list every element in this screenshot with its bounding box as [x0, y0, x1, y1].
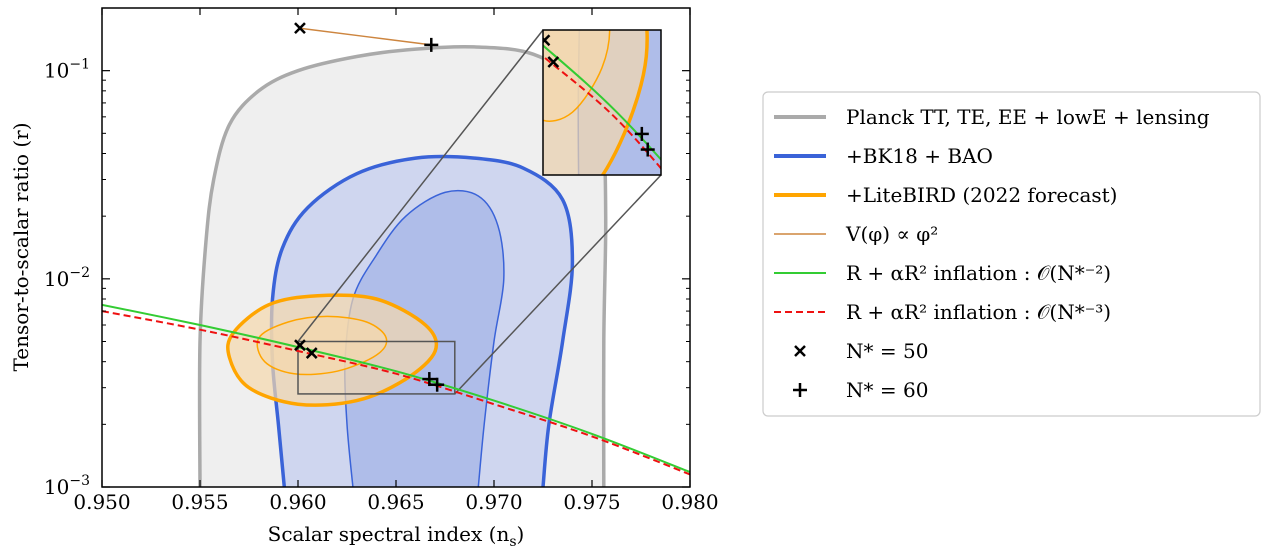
x-stroke [305, 347, 318, 359]
legend-entry: N* = 60 [793, 378, 928, 402]
plus-marker [634, 126, 649, 141]
inset-zoom [542, 29, 662, 176]
legend-label: V(φ) ∝ φ² [845, 222, 938, 246]
x-axis: 0.950 0.955 0.960 0.965 0.970 0.975 0.980 [73, 8, 719, 514]
series-lines [102, 27, 690, 476]
legend-entry: R + αR² inflation : 𝒪(N*⁻³) [774, 300, 1111, 324]
inset-content [543, 30, 661, 175]
series-line [299, 27, 432, 46]
legend-entry: V(φ) ∝ φ² [774, 222, 938, 246]
x-stroke [547, 56, 560, 68]
legend-entry: N* = 50 [794, 339, 928, 363]
x-tick-label: 0.965 [367, 490, 424, 514]
series-line [543, 44, 661, 162]
legend-label: +BK18 + BAO [846, 144, 993, 168]
legend-frame [762, 91, 1261, 417]
x-stroke [294, 339, 306, 352]
x-marker [294, 339, 306, 352]
legend-label: Planck TT, TE, EE + lowE + lensing [846, 105, 1210, 129]
x-tick-label: 0.960 [269, 490, 326, 514]
x-tick-label: 0.980 [661, 490, 718, 514]
x-marker [305, 347, 318, 359]
zoom-connector [454, 174, 662, 395]
legend-label: R + αR² inflation : 𝒪(N*⁻³) [846, 300, 1111, 324]
y-tick-label: 10−1 [44, 57, 90, 83]
plus-marker [422, 372, 437, 387]
legend: Planck TT, TE, EE + lowE + lensing +BK18 … [762, 91, 1261, 417]
markers [294, 22, 445, 392]
plus-marker [640, 142, 655, 157]
y-tick-label: 10−2 [44, 265, 90, 291]
legend-entry: +LiteBIRD (2022 forecast) [774, 183, 1117, 207]
x-tick-label: 0.950 [73, 490, 130, 514]
x-stroke [543, 34, 551, 44]
inset-frame [542, 29, 662, 176]
x-tick-label: 0.975 [563, 490, 620, 514]
x-marker [547, 56, 560, 68]
x-tick-label: 0.970 [465, 490, 522, 514]
legend-label: +LiteBIRD (2022 forecast) [846, 183, 1117, 207]
zoom-box [297, 340, 456, 395]
series-line [543, 55, 661, 170]
legend-entry: +BK18 + BAO [774, 144, 993, 168]
x-tick-label: 0.955 [171, 490, 228, 514]
y-axis-title: Tensor-to-scalar ratio (r) [9, 122, 33, 371]
y-tick-label: 10−3 [44, 473, 90, 499]
plus-marker [430, 377, 445, 392]
legend-x-marker [794, 345, 806, 357]
y-axis: 10−1 10−2 10−3 [44, 7, 690, 499]
x-marker [294, 22, 306, 35]
legend-entry: Planck TT, TE, EE + lowE + lensing [774, 105, 1210, 129]
zoom-guides [297, 29, 662, 395]
series-line [102, 310, 690, 476]
plot-area: 0.950 0.955 0.960 0.965 0.970 0.975 0.980 10−1… [44, 7, 719, 514]
contour-line [197, 44, 608, 487]
x-marker [543, 34, 551, 47]
legend-label: N* = 60 [846, 378, 928, 402]
legend-label: R + αR² inflation : 𝒪(N*⁻²) [846, 261, 1111, 285]
zoom-connector [297, 29, 544, 342]
series-line [102, 303, 690, 473]
x-axis-title: Scalar spectral index (ns) [268, 522, 525, 550]
x-stroke [294, 22, 306, 35]
legend-entry: R + αR² inflation : 𝒪(N*⁻²) [774, 261, 1111, 285]
legend-label: N* = 50 [846, 339, 928, 363]
plus-marker [424, 37, 439, 52]
contours [197, 44, 608, 487]
